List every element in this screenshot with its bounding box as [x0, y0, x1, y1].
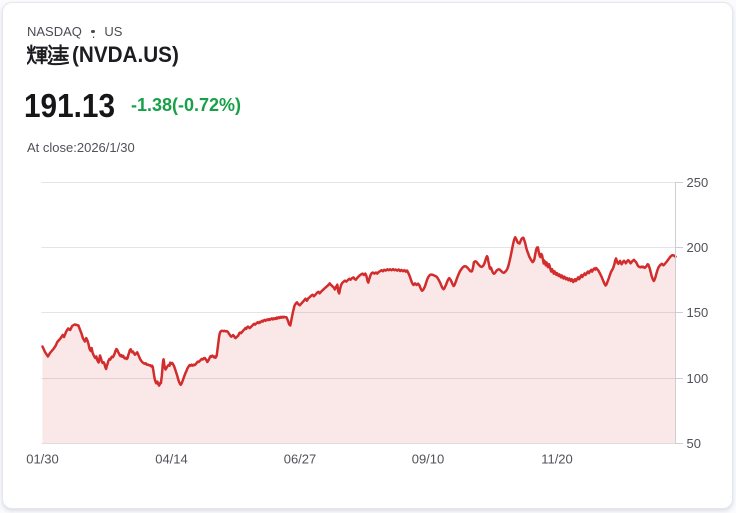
svg-text:11/20: 11/20 [541, 452, 573, 467]
svg-text:200: 200 [687, 240, 709, 255]
svg-text:06/27: 06/27 [284, 452, 317, 467]
svg-text:150: 150 [687, 305, 709, 320]
svg-text:01/30: 01/30 [26, 452, 59, 467]
svg-text:09/10: 09/10 [412, 452, 445, 467]
svg-text:100: 100 [687, 371, 709, 386]
svg-text:04/14: 04/14 [155, 452, 188, 467]
svg-text:250: 250 [687, 175, 709, 190]
svg-text:50: 50 [687, 436, 701, 451]
